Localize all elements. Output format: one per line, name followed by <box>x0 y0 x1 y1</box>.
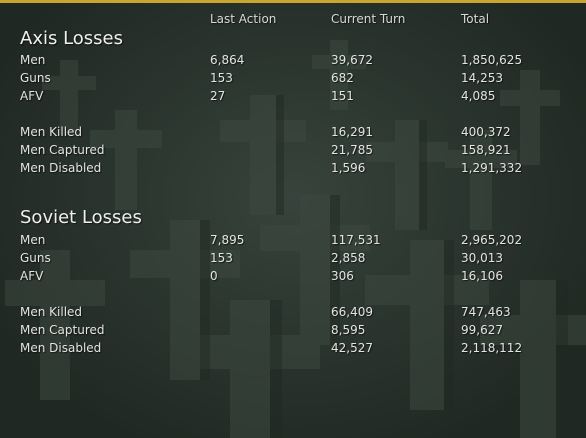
axis-losses-title: Axis Losses <box>20 28 123 49</box>
soviet-row-current-turn: 66,409 <box>331 305 373 319</box>
soviet-row-last-action: 153 <box>210 251 233 265</box>
soviet-row-current-turn: 2,858 <box>331 251 366 265</box>
axis-row-current-turn: 1,596 <box>331 161 366 175</box>
soviet-row-total: 747,463 <box>461 305 511 319</box>
axis-row-label: Men Captured <box>20 143 105 157</box>
column-header-current-turn: Current Turn <box>331 12 406 26</box>
axis-row-total: 1,291,332 <box>461 161 523 175</box>
soviet-row-last-action: 7,895 <box>210 233 245 247</box>
soviet-row-current-turn: 306 <box>331 269 354 283</box>
axis-row-total: 1,850,625 <box>461 53 523 67</box>
axis-row-total: 14,253 <box>461 71 503 85</box>
axis-row-label: AFV <box>20 89 44 103</box>
soviet-row-label: Men Killed <box>20 305 83 319</box>
soviet-row-label: Guns <box>20 251 51 265</box>
axis-row-last-action: 27 <box>210 89 226 103</box>
axis-row-current-turn: 21,785 <box>331 143 373 157</box>
axis-row-label: Men Killed <box>20 125 83 139</box>
axis-row-label: Men <box>20 53 46 67</box>
soviet-row-current-turn: 42,527 <box>331 341 373 355</box>
soviet-row-total: 2,965,202 <box>461 233 523 247</box>
top-accent-bar <box>0 0 586 3</box>
axis-row-total: 158,921 <box>461 143 511 157</box>
soviet-row-current-turn: 117,531 <box>331 233 381 247</box>
soviet-row-total: 16,106 <box>461 269 503 283</box>
axis-row-total: 4,085 <box>461 89 496 103</box>
axis-row-current-turn: 16,291 <box>331 125 373 139</box>
soviet-row-label: Men Disabled <box>20 341 102 355</box>
axis-row-total: 400,372 <box>461 125 511 139</box>
axis-row-label: Men Disabled <box>20 161 102 175</box>
axis-row-current-turn: 39,672 <box>331 53 373 67</box>
soviet-row-current-turn: 8,595 <box>331 323 366 337</box>
axis-row-current-turn: 682 <box>331 71 354 85</box>
soviet-row-label: Men <box>20 233 46 247</box>
column-header-last-action: Last Action <box>210 12 277 26</box>
soviet-row-label: Men Captured <box>20 323 105 337</box>
soviet-row-total: 30,013 <box>461 251 503 265</box>
soviet-losses-title: Soviet Losses <box>20 207 142 228</box>
axis-row-label: Guns <box>20 71 51 85</box>
axis-row-current-turn: 151 <box>331 89 354 103</box>
soviet-row-total: 99,627 <box>461 323 503 337</box>
soviet-row-last-action: 0 <box>210 269 218 283</box>
axis-row-last-action: 6,864 <box>210 53 245 67</box>
column-header-total: Total <box>461 12 490 26</box>
soviet-row-label: AFV <box>20 269 44 283</box>
soviet-row-total: 2,118,112 <box>461 341 523 355</box>
axis-row-last-action: 153 <box>210 71 233 85</box>
